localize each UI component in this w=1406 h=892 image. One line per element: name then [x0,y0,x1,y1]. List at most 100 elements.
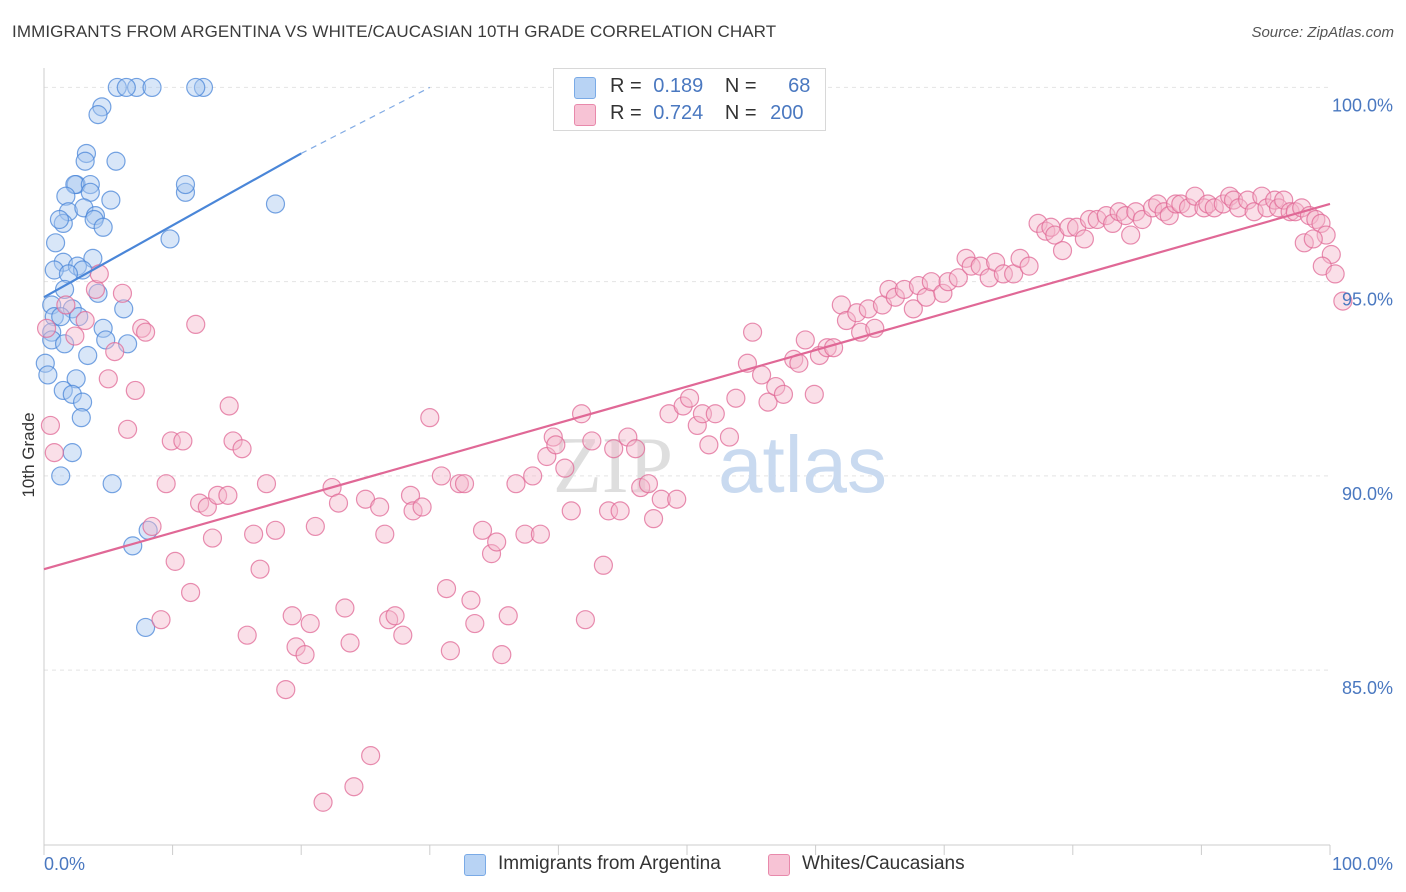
point-whites [921,272,941,292]
n-label: N = [724,102,757,124]
point-whites [1333,291,1353,311]
point-whites [112,283,133,303]
point-whites [344,777,364,797]
point-whites [625,439,646,459]
point-whites [719,427,740,447]
point-whites [250,559,270,579]
point-whites [219,396,239,416]
point-whites [847,303,867,323]
point-whites [461,590,481,610]
point-whites [948,268,968,288]
point-whites [156,474,176,494]
point-argentina [38,365,58,385]
point-whites [515,524,535,544]
point-whites [758,392,778,412]
point-whites [282,606,302,626]
point-whites [1019,256,1039,276]
point-whites [742,322,763,342]
point-argentina [44,307,64,327]
point-whites [582,431,602,451]
point-whites [465,613,485,634]
point-whites [1311,213,1331,233]
trend-line-whites [43,202,1331,571]
n-value: 200 [770,102,804,124]
legend-swatch-whites [768,854,790,876]
point-whites [773,384,794,404]
point-whites [555,458,575,478]
n-value: 68 [788,75,811,97]
point-whites [375,524,395,544]
point-whites [472,520,493,540]
point-whites [481,544,502,564]
point-whites [993,264,1013,284]
point-whites [546,435,566,455]
point-whites [1059,217,1079,237]
point-argentina [116,77,136,98]
point-whites [1074,229,1094,249]
x-tick-label: 100.0% [1332,854,1393,874]
point-whites [85,279,106,300]
point-argentina [135,617,156,638]
point-whites [1052,240,1073,261]
point-whites [420,408,440,428]
trend-line-argentina [43,152,302,299]
point-argentina [106,151,126,171]
point-whites [186,314,206,335]
point-whites [604,439,624,459]
point-whites [498,606,518,626]
point-whites [335,598,355,618]
point-argentina [35,353,55,373]
point-whites [328,493,349,513]
watermark: ZIP atlas [553,420,887,510]
axes [43,68,1331,855]
point-whites [804,384,824,404]
point-whites [218,485,238,505]
point-whites [256,474,277,494]
point-argentina [42,330,62,350]
point-whites [487,532,507,552]
r-value: 0.189 [653,75,704,97]
r-label: R = [610,75,642,97]
point-whites [313,792,333,812]
y-axis-label: 10th Grade [19,412,38,497]
point-whites [181,582,201,603]
point-whites [894,279,914,300]
point-whites [265,520,286,540]
series-legend: Immigrants from Argentina Whites/Caucasi… [0,850,1406,878]
point-whites [651,489,671,509]
point-whites [151,610,171,630]
point-whites [986,252,1006,272]
point-whites [1166,194,1186,214]
point-whites [598,501,619,521]
point-argentina [88,105,108,125]
point-whites [795,330,815,350]
point-whites [705,404,725,424]
y-tick-label: 95.0% [1342,290,1393,310]
source-credit: Source: ZipAtlas.com [1251,24,1394,41]
point-argentina [193,77,214,98]
point-whites [361,746,381,766]
point-whites [440,641,460,661]
point-whites [173,431,193,451]
point-whites [638,474,659,494]
grid-lines [44,86,1330,671]
swatch-whites [574,104,596,126]
legend-label-argentina: Immigrants from Argentina [498,853,721,874]
swatch-argentina [574,77,596,99]
point-argentina [71,408,91,428]
point-whites [1303,229,1323,249]
point-whites [56,295,76,315]
point-argentina [265,194,286,214]
point-whites [454,474,475,494]
point-whites [1028,213,1048,233]
point-whites [117,419,138,439]
point-argentina [160,229,180,249]
point-whites [879,279,899,300]
y-tick-label: 100.0% [1332,95,1393,115]
point-argentina [66,369,86,389]
point-whites [523,466,543,486]
point-whites [237,625,257,645]
point-argentina [72,392,93,412]
x-tick-label: 0.0% [44,854,85,874]
